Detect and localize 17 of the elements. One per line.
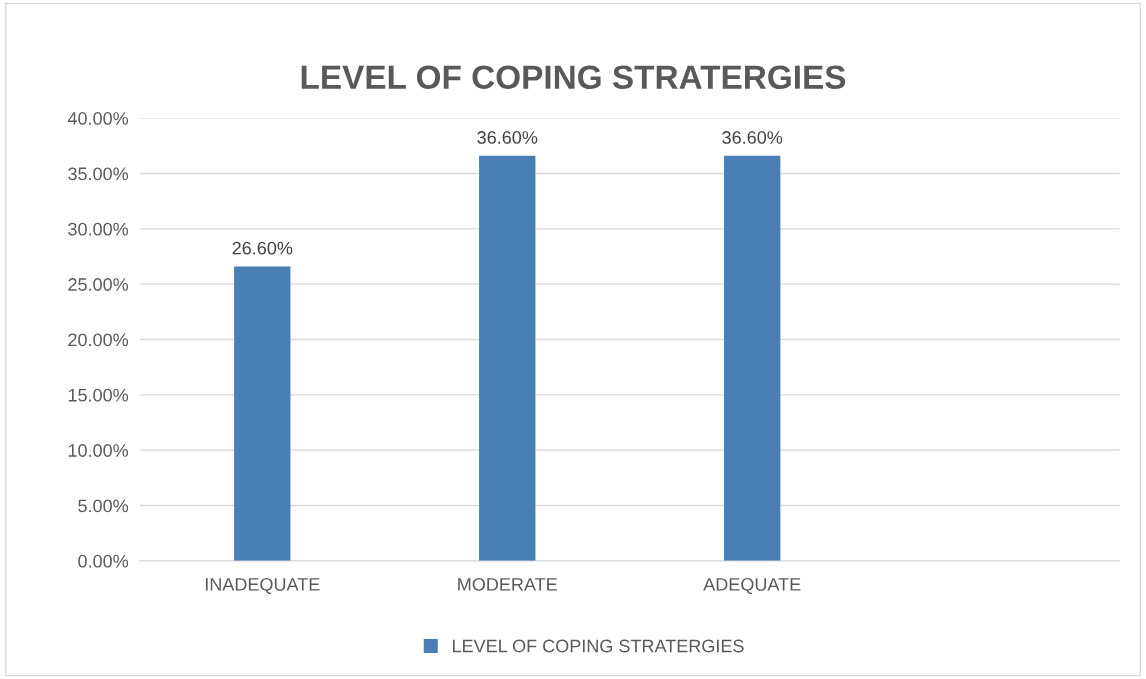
y-tick-label: 35.00% bbox=[68, 167, 129, 181]
y-tick-label: 15.00% bbox=[68, 388, 129, 402]
y-tick-label: 5.00% bbox=[78, 499, 129, 513]
text: 26.60% bbox=[232, 241, 293, 255]
y-tick-label: 10.00% bbox=[68, 444, 129, 457]
y-tick-label: 40.00% bbox=[67, 112, 129, 125]
x-tick-label: ADEQUATE bbox=[703, 578, 801, 595]
legend-label: LEVEL OF COPING STRATERGIES bbox=[453, 639, 744, 653]
y-tick-label: 20.00% bbox=[68, 333, 129, 347]
x-tick-label: INADEQUATE bbox=[205, 578, 320, 595]
text: 36.60% bbox=[477, 131, 538, 144]
x-tick-label: MODERATE bbox=[458, 578, 557, 591]
y-tick-label: 30.00% bbox=[68, 222, 129, 236]
y-tick-label: 25.00% bbox=[68, 278, 129, 291]
chart-title: LEVEL OF COPING STRATERGIES bbox=[301, 65, 846, 89]
text: 36.60% bbox=[722, 131, 783, 144]
y-tick-label: 0.00% bbox=[78, 554, 129, 568]
